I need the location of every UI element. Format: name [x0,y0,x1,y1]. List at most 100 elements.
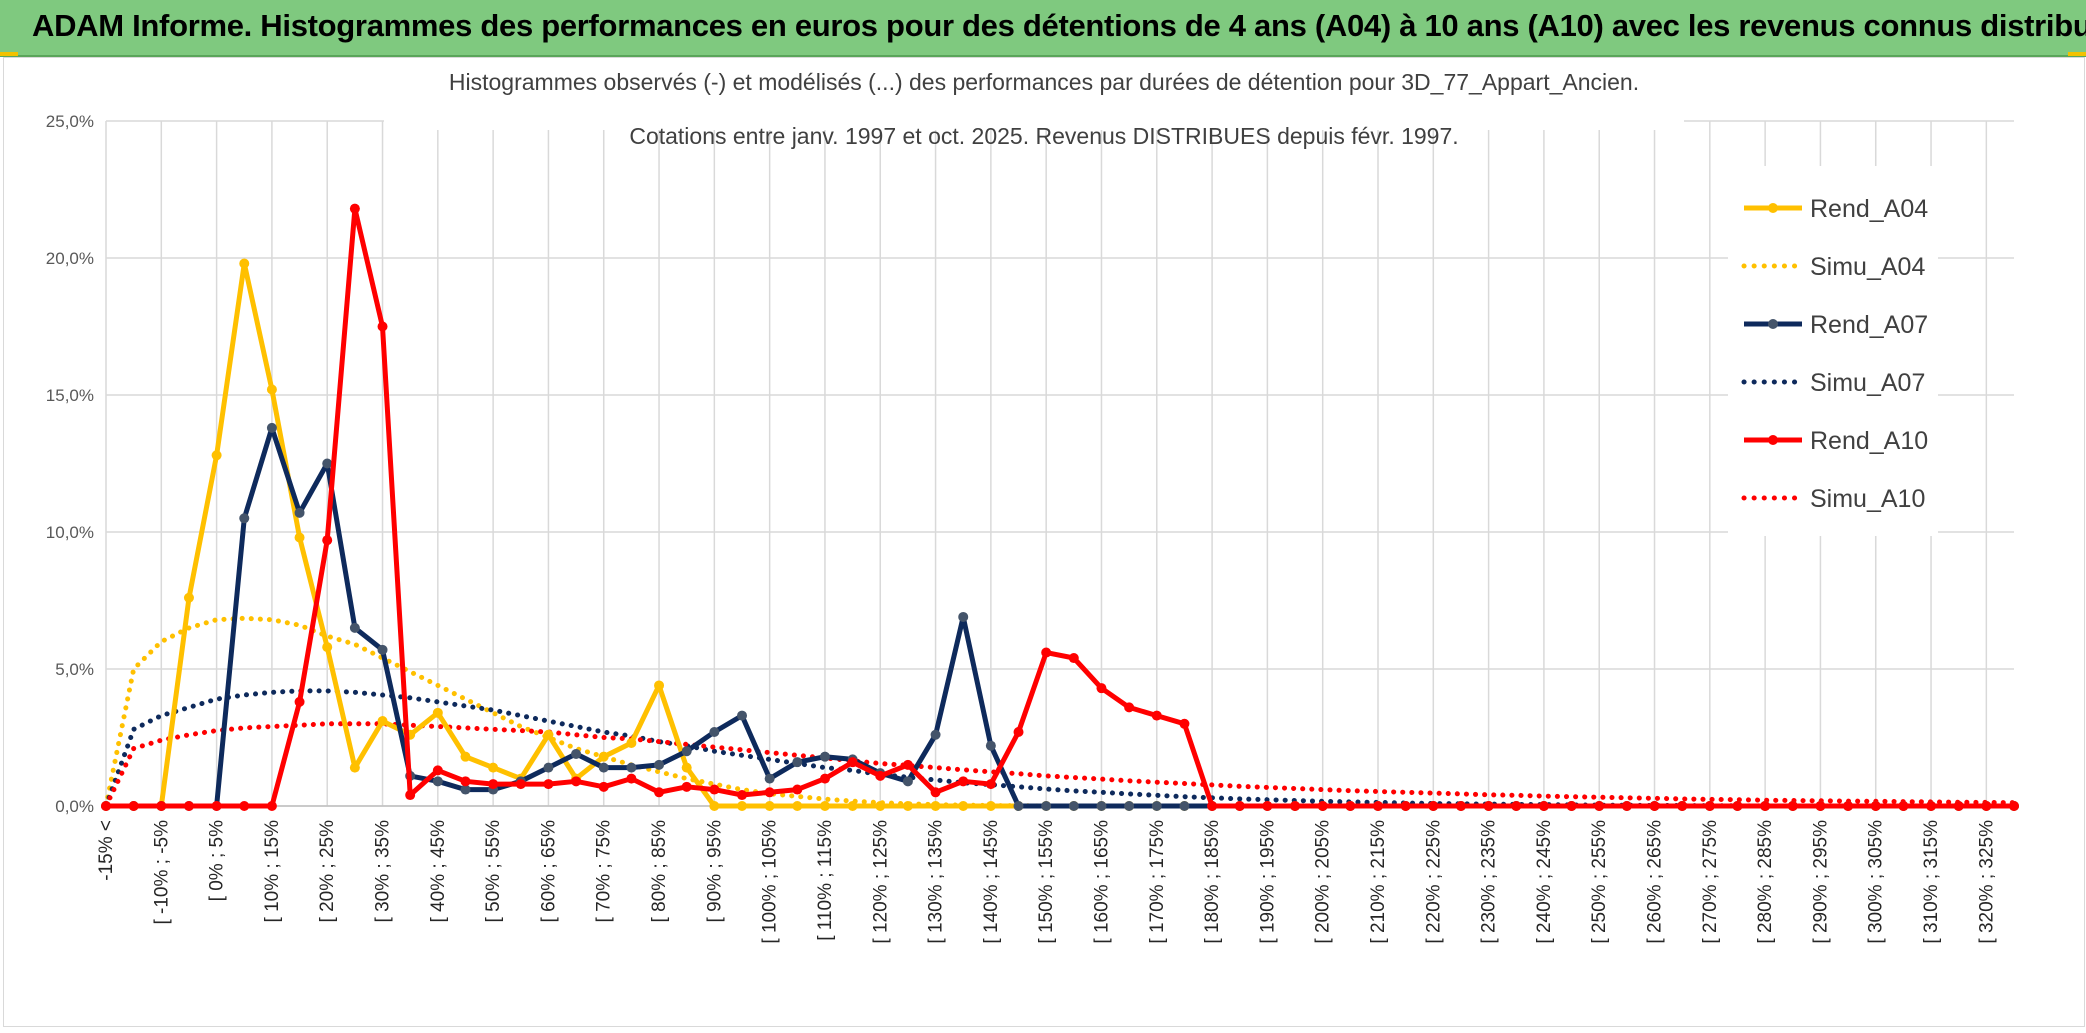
data-point-rend-a04 [543,729,554,740]
data-point-rend-a04 [681,762,692,773]
data-point-rend-a10 [875,770,886,781]
data-point-rend-a10 [488,779,499,790]
x-tick-label: [ 30% ; 35% [373,820,394,923]
data-point-rend-a07 [1013,801,1024,811]
data-point-rend-a07 [654,759,665,770]
data-point-rend-a10 [764,787,775,798]
x-tick-label: [ 220% ; 225% [1423,820,1444,944]
x-tick-label: [ 110% ; 115% [815,820,836,941]
data-point-rend-a10 [1511,801,1522,811]
data-point-rend-a07 [958,611,969,622]
legend-marker-rend-a10 [1768,435,1778,445]
data-point-rend-a10 [2009,801,2019,811]
data-point-rend-a07 [1041,801,1052,811]
data-point-rend-a10 [266,801,277,811]
data-point-rend-a07 [1068,801,1079,811]
x-tick-label: [ 20% ; 25% [317,820,338,923]
data-point-rend-a04 [349,762,360,773]
data-point-rend-a10 [1870,801,1881,811]
data-point-rend-a07 [819,751,830,762]
data-point-rend-a10 [1262,801,1273,811]
x-tick-label: [ 80% ; 85% [649,820,670,923]
data-point-rend-a07 [626,762,637,773]
data-point-rend-a07 [377,644,388,655]
data-point-rend-a10 [1373,801,1383,811]
data-point-rend-a04 [598,751,609,762]
data-point-rend-a04 [460,751,471,762]
y-tick-label: 20,0% [46,249,94,268]
x-tick-label: [ 140% ; 145% [981,820,1002,944]
data-point-rend-a10 [1207,801,1218,811]
x-tick-label: [ 200% ; 205% [1313,820,1334,944]
data-point-rend-a04 [488,762,499,773]
data-point-rend-a04 [183,592,194,603]
data-point-rend-a04 [847,801,858,811]
legend-label-rend-a07: Rend_A07 [1810,311,1928,339]
series-line-simu-a10 [103,721,2017,809]
histogram-chart: 0,0% 5,0% 10,0% 15,0% 20,0% 25,0% -15% < [ -10%… [46,62,2019,944]
data-point-rend-a10 [101,801,111,811]
data-point-rend-a04 [294,532,305,543]
x-tick-label: [ 170% ; 175% [1147,820,1168,944]
x-tick-label: [ 160% ; 165% [1091,820,1112,944]
data-point-rend-a04 [875,801,886,811]
data-point-rend-a04 [322,642,333,653]
data-point-rend-a10 [322,535,333,546]
report-banner: ADAM Informe. Histogrammes des performan… [0,0,2086,57]
series-line-simu-a07 [103,688,2017,809]
legend-label-simu-a10: Simu_A10 [1810,485,1925,513]
data-point-rend-a10 [1677,801,1688,811]
data-point-rend-a10 [1538,801,1549,811]
data-point-rend-a07 [1124,801,1135,811]
x-tick-label: [ -10% ; -5% [151,820,172,925]
x-tick-label: [ 100% ; 105% [760,820,781,944]
data-point-rend-a07 [709,727,720,738]
legend-label-rend-a04: Rend_A04 [1810,195,1928,223]
data-point-rend-a10 [1732,801,1743,811]
data-point-rend-a10 [1594,801,1605,811]
x-tick-label: [ 190% ; 195% [1257,820,1278,944]
data-point-rend-a10 [571,776,582,787]
chart-subtitle: Cotations entre janv. 1997 et oct. 2025.… [629,123,1458,149]
data-point-rend-a10 [902,759,913,770]
data-point-rend-a10 [183,801,194,811]
data-point-rend-a10 [1898,801,1909,811]
data-point-rend-a07 [1151,801,1162,811]
y-tick-label: 25,0% [46,112,94,131]
legend-label-simu-a07: Simu_A07 [1810,369,1925,397]
chart-title: Histogrammes observés (-) et modélisés (… [449,69,1639,95]
data-point-rend-a04 [902,801,913,811]
data-point-rend-a07 [543,762,554,773]
data-point-rend-a07 [598,762,609,773]
data-point-rend-a10 [930,787,941,798]
data-point-rend-a10 [819,773,830,784]
data-point-rend-a10 [1317,801,1328,811]
data-point-rend-a04 [654,680,665,691]
data-point-rend-a04 [211,450,222,461]
data-point-rend-a10 [1345,801,1356,811]
data-point-rend-a10 [515,779,526,790]
data-point-rend-a07 [294,507,305,518]
data-point-rend-a07 [266,422,277,433]
data-point-rend-a10 [847,757,858,768]
data-point-rend-a10 [1428,801,1439,811]
data-point-rend-a10 [239,801,250,811]
data-point-rend-a10 [1760,801,1771,811]
x-tick-label: [ 120% ; 125% [870,820,891,944]
data-point-rend-a07 [930,729,941,740]
data-point-rend-a10 [1013,727,1024,738]
x-tick-label: [ 250% ; 255% [1589,820,1610,944]
data-point-rend-a07 [985,740,996,751]
legend-label-rend-a10: Rend_A10 [1810,427,1928,455]
title-background [384,62,1684,130]
data-point-rend-a04 [930,801,941,811]
data-point-rend-a10 [1179,718,1190,729]
data-point-rend-a07 [1096,801,1107,811]
data-point-rend-a07 [239,513,250,524]
data-point-rend-a07 [460,784,471,795]
y-tick-label: 0,0% [55,797,94,816]
series-line-rend-a10 [106,206,2014,809]
data-point-rend-a04 [266,384,277,395]
x-tick-label: [ 180% ; 185% [1202,820,1223,944]
data-point-rend-a10 [1234,801,1245,811]
